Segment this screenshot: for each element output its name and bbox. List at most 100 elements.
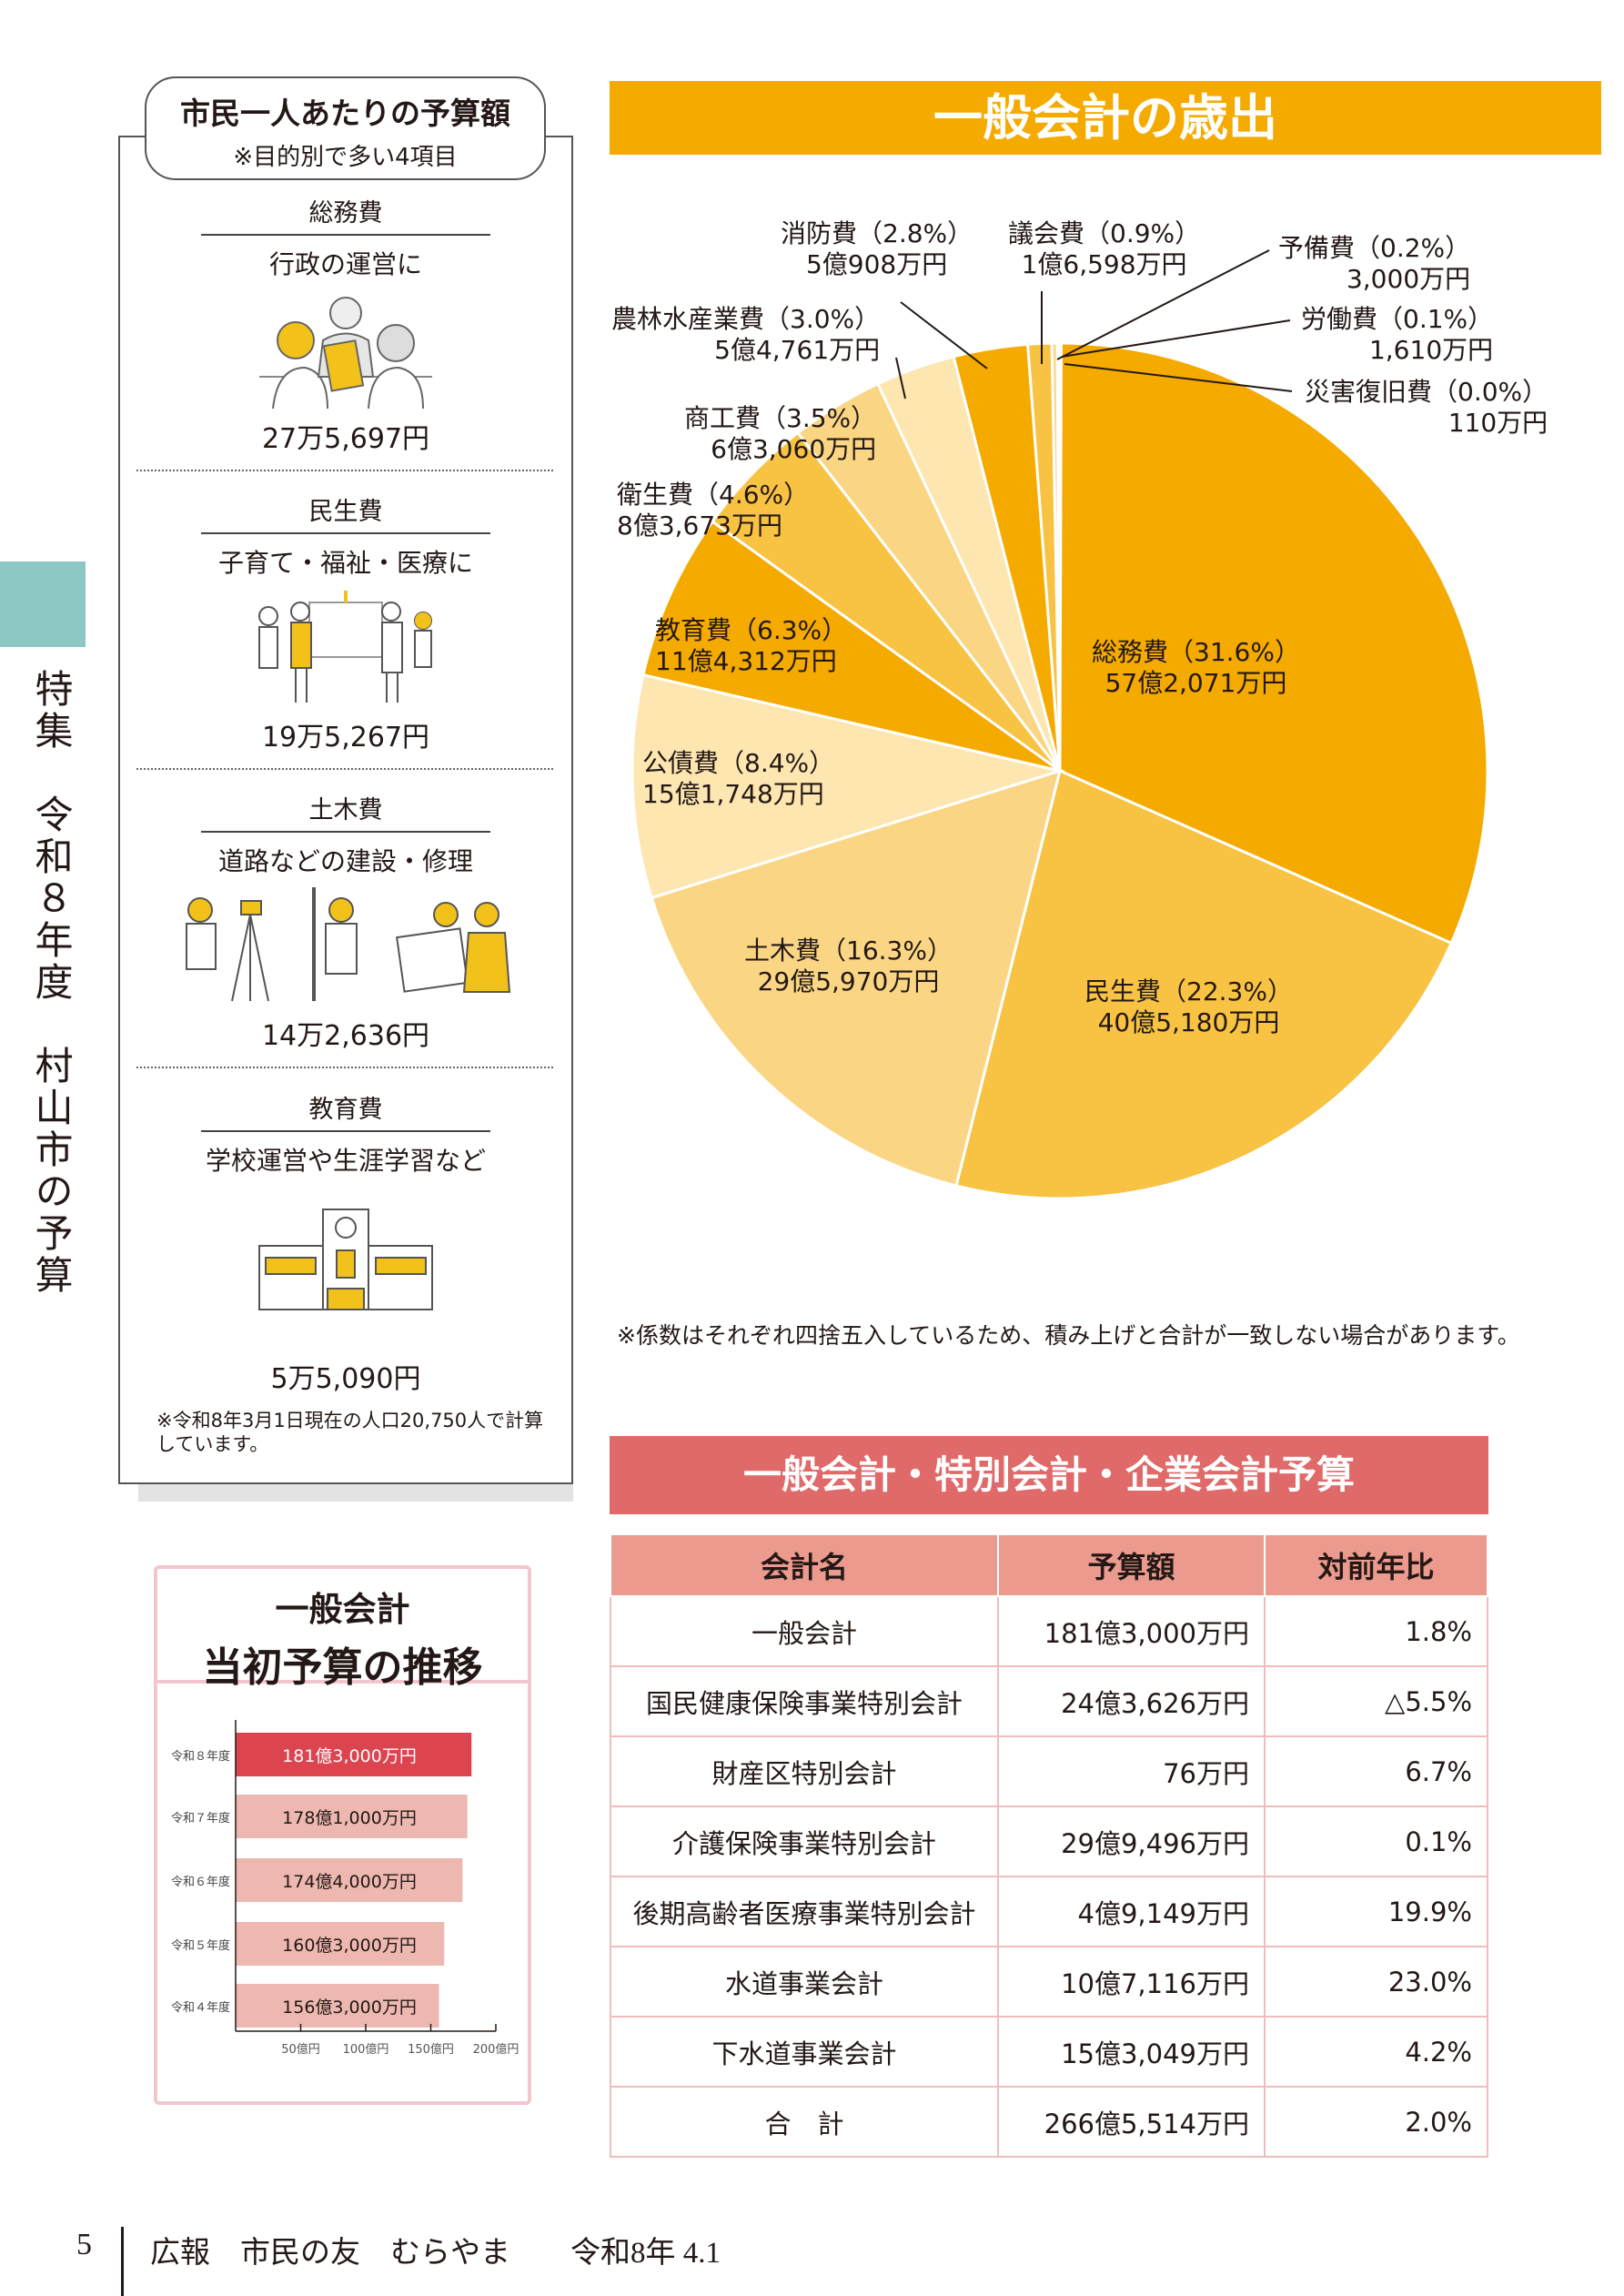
per-capita-title: 市民一人あたりの予算額 (180, 96, 510, 131)
per-capita-amount: 5万5,090円 (270, 1363, 421, 1395)
pie-slice-2 (650, 768, 1063, 1188)
divider (136, 1067, 553, 1068)
budget-trend-title-box: 一般会計 当初予算の推移 (157, 1569, 528, 1691)
construction-workers-illustration-icon (186, 887, 511, 1002)
pie-label-norin: 農林水産業費（3.0%） 5億4,761万円 (611, 304, 881, 365)
bar-category-label: 令和７年度 (171, 1811, 230, 1826)
bar (236, 1922, 445, 1966)
yoy-change: 2.0% (1264, 2086, 1488, 2158)
column-header: 会計名 (610, 1533, 999, 1597)
per-capita-title-pill: 市民一人あたりの予算額 ※目的別で多い4項目 (145, 76, 546, 180)
page-number: 5 (76, 2228, 92, 2261)
pie-slice-1 (954, 768, 1454, 1200)
budget-amount: 24億3,626万円 (997, 1665, 1266, 1737)
footer-divider (121, 2227, 124, 2296)
table-row: 後期高齢者医療事業特別会計 4億9,149万円 19.9% (610, 1876, 1488, 1947)
category-description: 学校運営や生涯学習など (205, 1146, 486, 1176)
account-name: 国民健康保険事業特別会計 (610, 1665, 999, 1737)
yoy-change: 23.0% (1264, 1946, 1488, 2018)
budget-table-title: 一般会計・特別会計・企業会計予算 (610, 1436, 1488, 1514)
table-row: 水道事業会計 10億7,116万円 23.0% (610, 1946, 1488, 2018)
per-capita-amount: 14万2,636円 (261, 1020, 430, 1052)
table-row: 下水道事業会計 15億3,049万円 4.2% (610, 2016, 1488, 2088)
bar-value-label: 156億3,000万円 (282, 1998, 417, 2018)
pie-slice-12 (1058, 341, 1063, 772)
divider (136, 470, 553, 471)
pie-chart-title: 一般会計の歳出 (610, 81, 1601, 155)
x-tick-label: 50億円 (281, 2042, 320, 2057)
table-row: 介護保険事業特別会計 29億9,496万円 0.1% (610, 1805, 1488, 1877)
population-note: ※令和8年3月1日現在の人口20,750人で計算しています。 (156, 1410, 544, 1455)
bar-value-label: 160億3,000万円 (282, 1936, 417, 1956)
bar (236, 1984, 439, 2028)
budget-amount: 10億7,116万円 (997, 1946, 1266, 2018)
pie-label-rodo: 労働費（0.1%） 1,610万円 (1301, 304, 1494, 365)
school-building-illustration-icon (258, 1209, 433, 1310)
pie-slice-0 (1058, 341, 1489, 946)
pie-label-shoko: 商工費（3.5%） 6億3,060万円 (684, 403, 877, 464)
pie-label-shobo: 消防費（2.8%） 5億908万円 (781, 218, 973, 279)
category-description: 子育て・福祉・医療に (217, 548, 473, 578)
account-name: 合 計 (610, 2086, 999, 2158)
rounding-note: ※係数はそれぞれ四捨五入しているため、積み上げと合計が一致しない場合があります。 (617, 1322, 1520, 1349)
per-capita-item: 民生費 子育て・福祉・医療に 19万5,267円 (118, 491, 573, 754)
category-label: 総務費 (201, 193, 490, 236)
vertical-section-title: 特集 令和８年度 村山市の予算 (29, 669, 74, 1297)
category-label: 民生費 (201, 491, 490, 534)
yoy-change: 6.7% (1264, 1735, 1488, 1807)
yoy-change: 4.2% (1264, 2016, 1488, 2088)
budget-amount: 181億3,000万円 (997, 1595, 1266, 1667)
table-row: 一般会計 181億3,000万円 1.8% (610, 1595, 1488, 1667)
bar-chart-title: 一般会計 (275, 1590, 410, 1629)
expenditure-pie-chart (630, 249, 1489, 1200)
pie-label-yobi: 予備費（0.2%） 3,000万円 (1278, 233, 1471, 294)
category-description: 道路などの建設・修理 (217, 846, 473, 876)
x-tick-label: 150億円 (408, 2042, 454, 2057)
pie-slice-3 (630, 673, 1065, 900)
pie-label-eisei: 衛生費（4.6%） 8億3,673万円 (617, 480, 810, 541)
account-name: 介護保険事業特別会計 (610, 1805, 999, 1877)
pie-label-minsei: 民生費（22.3%） 40億5,180万円 (1084, 976, 1293, 1037)
bar-value-label: 174億4,000万円 (282, 1872, 417, 1892)
pie-label-kosai: 公債費（8.4%） 15億1,748万円 (642, 748, 835, 809)
pie-label-gikai: 議会費（0.9%） 1億6,598万円 (1008, 218, 1201, 279)
budget-amount: 15億3,049万円 (997, 2016, 1266, 2088)
account-name: 財産区特別会計 (610, 1735, 999, 1807)
section-tab (0, 561, 86, 647)
bar-category-label: 令和４年度 (171, 2000, 230, 2015)
account-name: 下水道事業会計 (610, 2016, 999, 2088)
budget-amount: 29億9,496万円 (997, 1805, 1266, 1877)
per-capita-subtitle: ※目的別で多い4項目 (233, 144, 458, 171)
per-capita-item: 総務費 行政の運営に 27万5,697円 (118, 193, 573, 456)
budget-amount: 266億5,514万円 (997, 2086, 1266, 2158)
publication-name: 広報 市民の友 むらやま 令和8年 4.1 (150, 2237, 721, 2270)
column-header: 対前年比 (1264, 1533, 1488, 1597)
yoy-change: 1.8% (1264, 1595, 1488, 1667)
bar-category-label: 令和６年度 (171, 1875, 230, 1889)
pie-slice-4 (641, 520, 1061, 773)
pie-label-saigai: 災害復旧費（0.0%） 110万円 (1305, 377, 1548, 438)
category-label: 土木費 (201, 790, 490, 833)
pie-label-doboku: 土木費（16.3%） 29億5,970万円 (744, 936, 953, 996)
account-name: 水道事業会計 (610, 1946, 999, 2018)
table-row: 国民健康保険事業特別会計 24億3,626万円 △5.5% (610, 1665, 1488, 1737)
per-capita-amount: 27万5,697円 (261, 423, 430, 455)
bar (236, 1795, 468, 1838)
bar (236, 1733, 472, 1776)
account-name: 後期高齢者医療事業特別会計 (610, 1876, 999, 1947)
meeting-illustration-icon (259, 297, 432, 409)
welfare-people-illustration-icon (258, 591, 432, 703)
pie-label-kyoiku: 教育費（6.3%） 11億4,312万円 (655, 615, 848, 676)
table-row: 財産区特別会計 76万円 6.7% (610, 1735, 1488, 1807)
yoy-change: 19.9% (1264, 1876, 1488, 1947)
budget-trend-box (154, 1565, 531, 2105)
bar-category-label: 令和５年度 (171, 1938, 230, 1953)
budget-amount: 4億9,149万円 (997, 1876, 1266, 1947)
bar-value-label: 181億3,000万円 (282, 1746, 417, 1766)
per-capita-item: 土木費 道路などの建設・修理 14万2,636円 (118, 790, 573, 1053)
account-name: 一般会計 (610, 1595, 999, 1667)
per-capita-amount: 19万5,267円 (261, 722, 430, 754)
yoy-change: △5.5% (1264, 1665, 1488, 1737)
pie-label-somu: 総務費（31.6%） 57億2,071万円 (1092, 637, 1300, 698)
